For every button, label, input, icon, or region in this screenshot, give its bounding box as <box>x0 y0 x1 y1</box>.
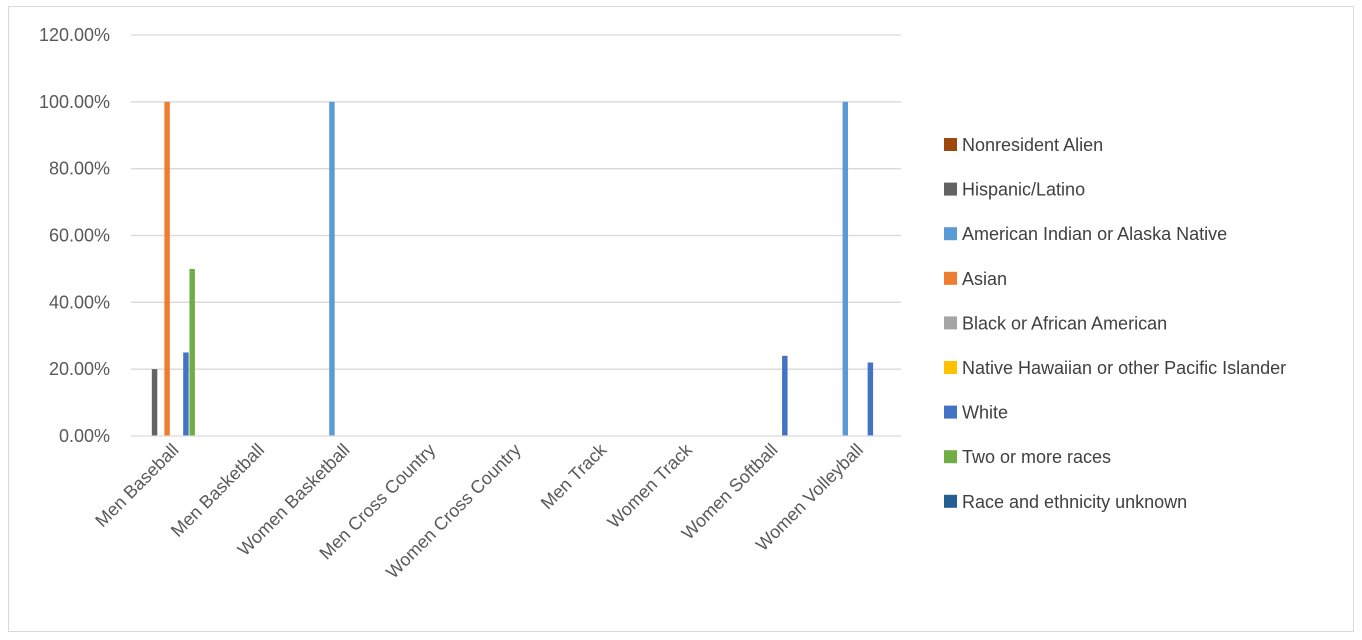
legend-swatch <box>944 450 957 464</box>
legend-swatch <box>944 361 957 374</box>
legend-label: American Indian or Alaska Native <box>962 224 1227 244</box>
chart-frame <box>8 6 1354 632</box>
x-tick-label: Men Track <box>537 439 611 513</box>
bar <box>189 268 195 436</box>
y-tick-label: 80.00% <box>49 159 110 179</box>
y-tick-label: 40.00% <box>49 292 110 312</box>
y-tick-label: 120.00% <box>39 25 110 45</box>
y-tick-label: 60.00% <box>49 226 110 246</box>
legend-swatch <box>944 138 957 151</box>
bar <box>151 369 158 436</box>
legend-label: Two or more races <box>962 447 1111 467</box>
legend-swatch <box>944 316 957 330</box>
legend-label: Black or African American <box>962 313 1167 333</box>
legend-label: Native Hawaiian or other Pacific Islande… <box>962 358 1286 378</box>
legend: Nonresident Alien Hispanic/Latino American… <box>944 135 1286 512</box>
x-tick-label: Women Track <box>604 439 697 532</box>
gridlines <box>131 34 901 370</box>
y-tick-label: 0.00% <box>59 426 110 446</box>
x-tick-label: Men Baseball <box>91 440 182 531</box>
bar <box>842 101 849 436</box>
bar <box>164 101 170 436</box>
legend-swatch <box>944 227 957 241</box>
bars <box>151 101 874 436</box>
legend-label: Asian <box>962 269 1007 289</box>
bar <box>183 352 189 436</box>
legend-swatch <box>944 182 957 196</box>
y-axis-tick-labels: 0.00% 20.00% 40.00% 60.00% 80.00% 100.00% 120.… <box>39 25 110 446</box>
y-tick-label: 20.00% <box>49 359 110 379</box>
y-tick-label: 100.00% <box>39 92 110 112</box>
bar <box>782 355 788 436</box>
legend-label: White <box>962 403 1008 423</box>
legend-swatch <box>944 494 957 508</box>
legend-swatch <box>944 271 957 285</box>
bar <box>867 362 874 436</box>
legend-label: Hispanic/Latino <box>962 180 1085 200</box>
legend-swatch <box>944 405 957 419</box>
legend-label: Race and ethnicity unknown <box>962 492 1187 512</box>
bar <box>329 101 335 436</box>
legend-label: Nonresident Alien <box>962 135 1103 155</box>
